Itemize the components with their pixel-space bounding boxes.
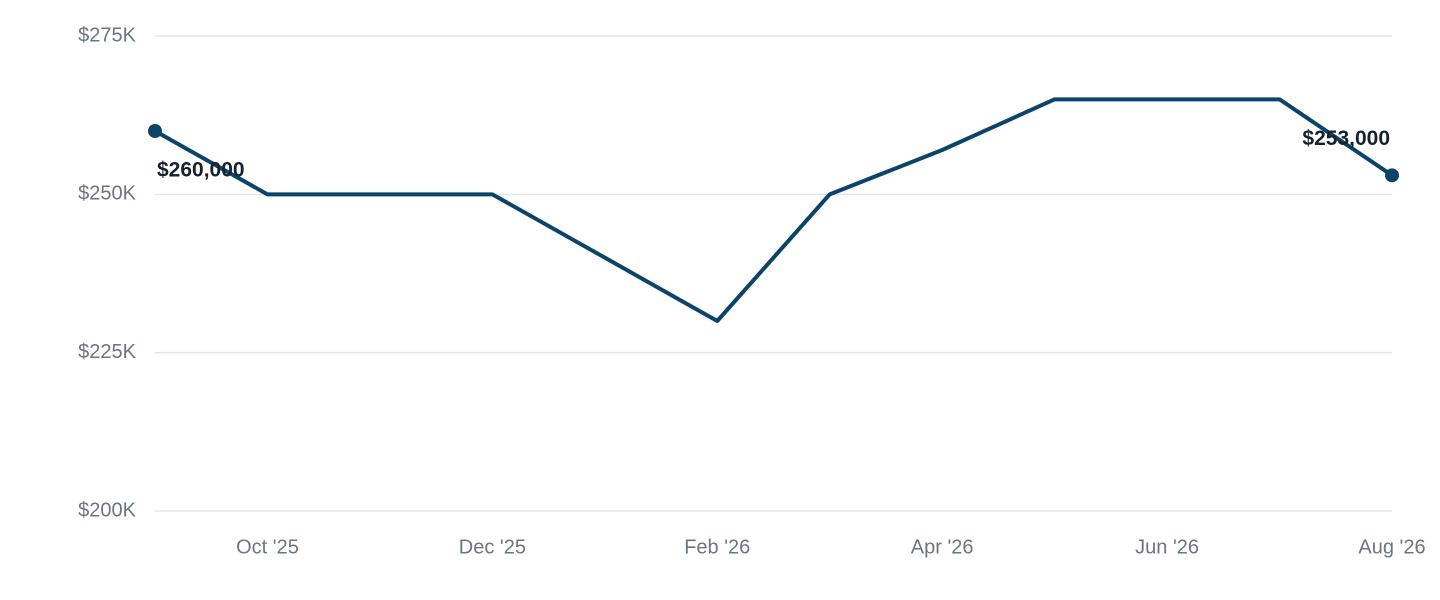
line [154, 97, 1394, 323]
y-tick-label: $275K [78, 24, 136, 46]
x-tick-label: Feb '26 [684, 536, 750, 558]
point [1385, 168, 1399, 183]
y-tick-label: $225K [78, 341, 136, 363]
x-tick-label: Apr '26 [911, 536, 974, 558]
y-tick-label: $200K [78, 499, 136, 521]
x-tick-label: Aug '26 [1358, 536, 1425, 558]
point [148, 124, 162, 138]
x-tick-label: Jun '26 [1135, 536, 1199, 558]
x-tick-label: Oct '25 [236, 536, 299, 558]
value-label: $260,000 [157, 159, 245, 182]
x-tick-label: Dec '25 [459, 536, 526, 558]
y-tick-label: $250K [78, 183, 136, 205]
value-label: $253,000 [1302, 127, 1390, 150]
